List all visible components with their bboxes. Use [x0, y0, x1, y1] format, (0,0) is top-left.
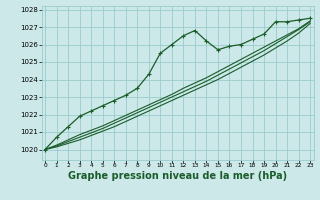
- X-axis label: Graphe pression niveau de la mer (hPa): Graphe pression niveau de la mer (hPa): [68, 171, 287, 181]
